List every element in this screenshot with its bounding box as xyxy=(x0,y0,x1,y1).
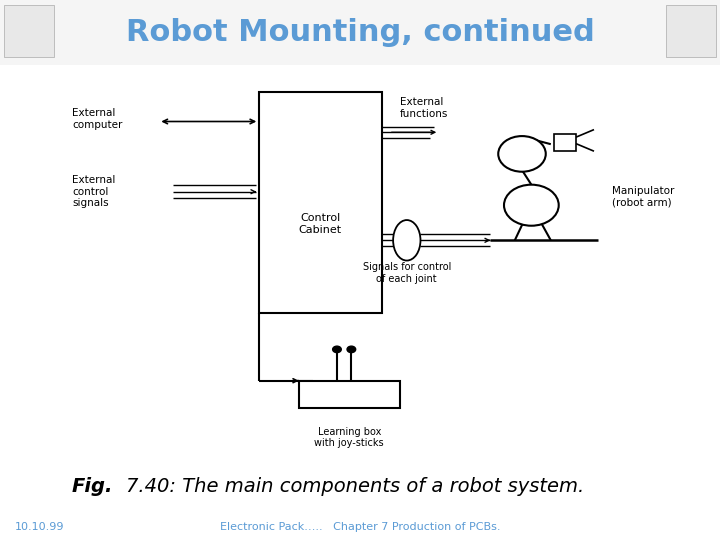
Text: 10.10.99: 10.10.99 xyxy=(14,522,64,531)
Ellipse shape xyxy=(393,220,420,260)
Text: Electronic Pack…..   Chapter 7 Production of PCBs.: Electronic Pack….. Chapter 7 Production … xyxy=(220,522,500,531)
Circle shape xyxy=(347,346,356,353)
Text: External
computer: External computer xyxy=(72,108,122,130)
Bar xyxy=(4,5,54,57)
Text: Fig.: Fig. xyxy=(72,476,113,496)
Text: 7.40: The main components of a robot system.: 7.40: The main components of a robot sys… xyxy=(126,476,584,496)
Bar xyxy=(259,92,382,313)
Text: Control
Cabinet: Control Cabinet xyxy=(299,213,342,235)
Text: Robot Mounting, continued: Robot Mounting, continued xyxy=(125,18,595,47)
Text: LOGO: LOGO xyxy=(21,29,37,34)
Circle shape xyxy=(504,185,559,226)
Bar xyxy=(554,134,576,151)
Text: Learning box
with joy-sticks: Learning box with joy-sticks xyxy=(315,427,384,448)
Circle shape xyxy=(333,346,341,353)
Text: External
functions: External functions xyxy=(400,97,448,119)
Text: Manipulator
(robot arm): Manipulator (robot arm) xyxy=(612,186,675,208)
Text: Signals for control
of each joint: Signals for control of each joint xyxy=(363,262,451,284)
Bar xyxy=(666,5,716,57)
Bar xyxy=(0,0,720,65)
Circle shape xyxy=(498,136,546,172)
Text: External
control
signals: External control signals xyxy=(72,175,115,208)
Bar xyxy=(299,381,400,408)
Text: LOGO: LOGO xyxy=(683,29,699,34)
